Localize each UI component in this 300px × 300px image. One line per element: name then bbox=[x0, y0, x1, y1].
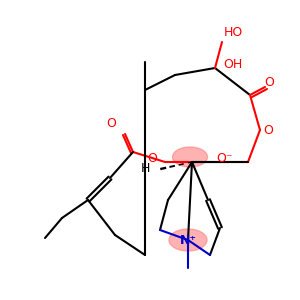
Text: O: O bbox=[147, 152, 157, 164]
Text: OH: OH bbox=[223, 58, 242, 71]
Text: O: O bbox=[106, 117, 116, 130]
Ellipse shape bbox=[172, 147, 208, 167]
Ellipse shape bbox=[169, 229, 207, 251]
Text: HO: HO bbox=[224, 26, 243, 39]
Text: O: O bbox=[263, 124, 273, 136]
Text: O: O bbox=[264, 76, 274, 89]
Text: N⁺: N⁺ bbox=[179, 233, 197, 247]
Text: H: H bbox=[141, 161, 150, 175]
Text: O⁻: O⁻ bbox=[216, 152, 232, 164]
